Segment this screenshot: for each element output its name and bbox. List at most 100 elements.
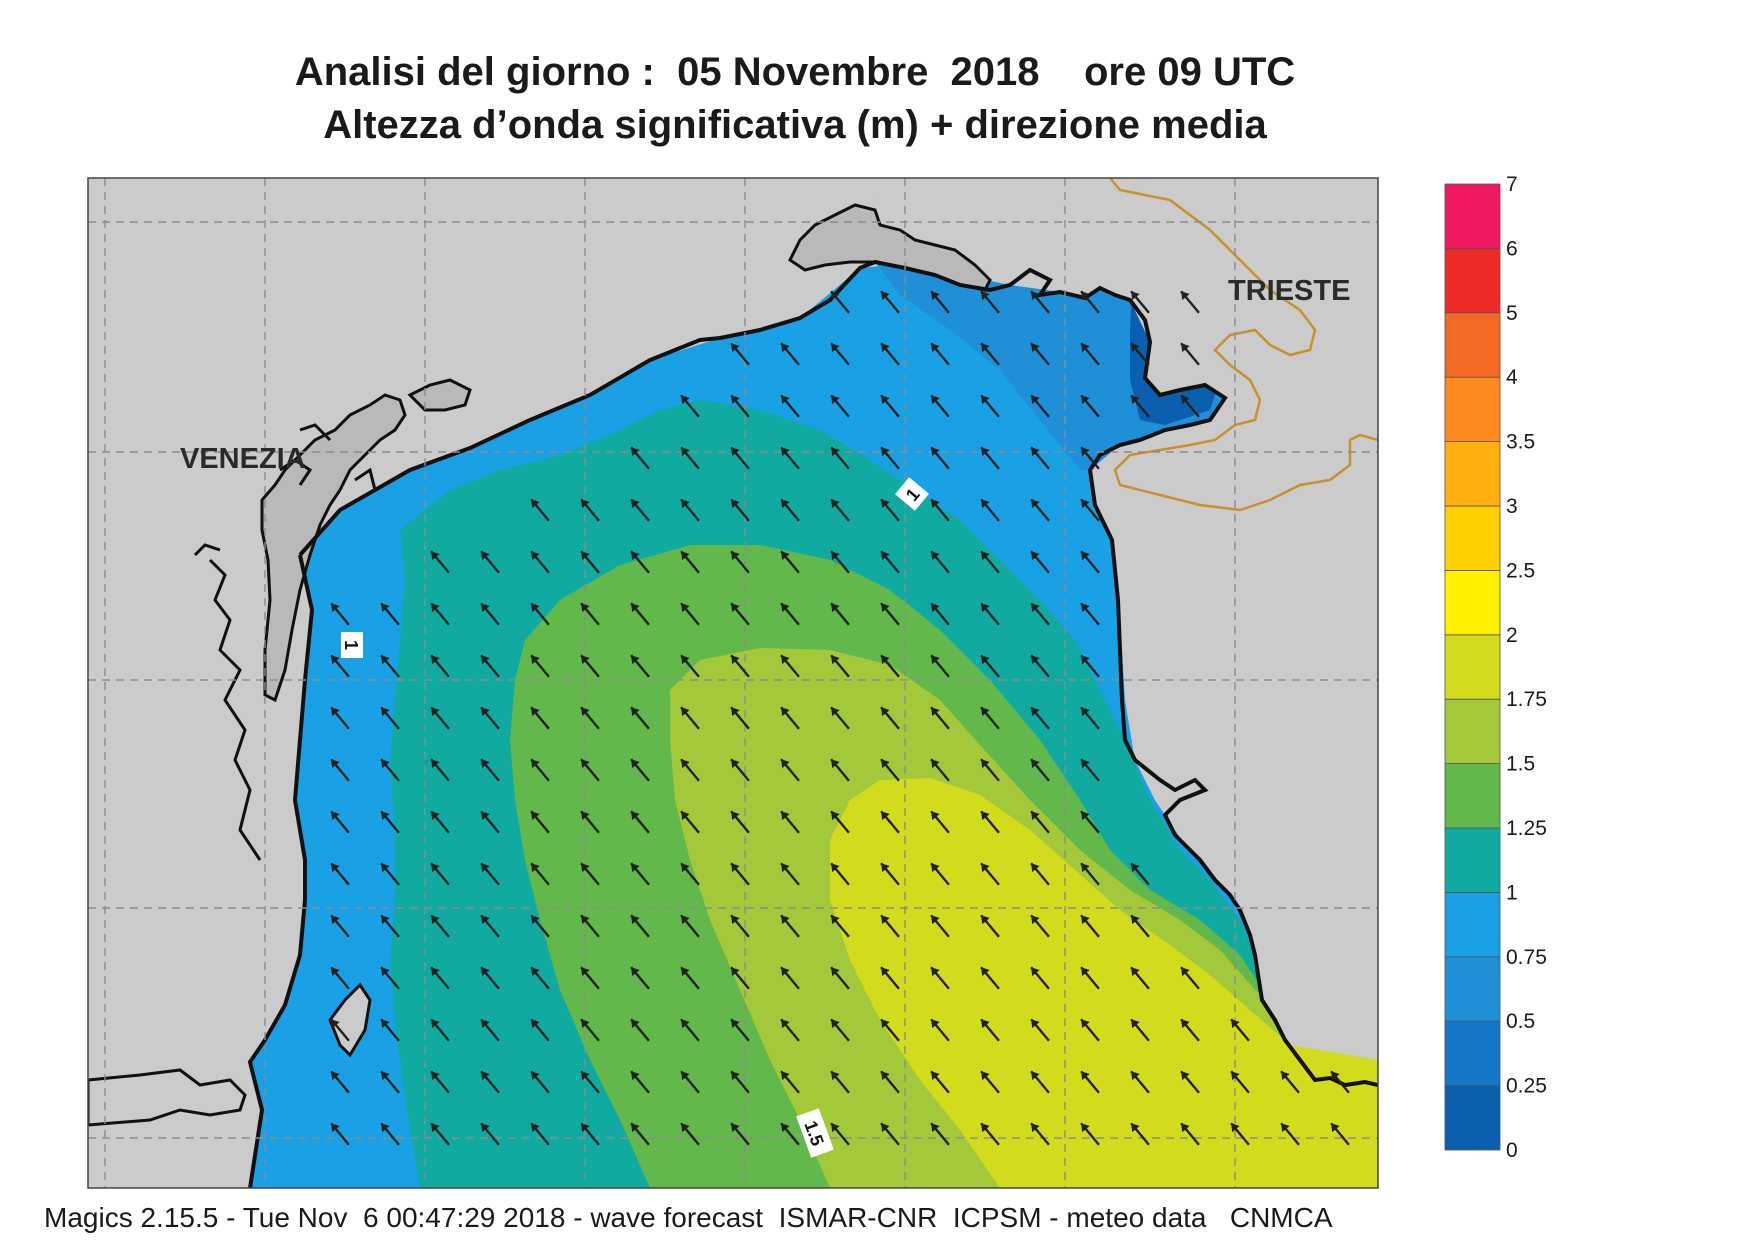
wave-arrow-head xyxy=(831,1123,840,1133)
wave-arrow-head xyxy=(331,759,340,769)
wave-arrow-head xyxy=(331,1071,340,1081)
wave-arrow-head xyxy=(931,811,940,821)
wave-arrow-head xyxy=(681,447,690,457)
wave-arrow-head xyxy=(531,967,540,977)
wave-arrow-head xyxy=(581,655,590,665)
wave-arrow-head xyxy=(1131,915,1140,925)
wave-arrow-head xyxy=(431,1019,440,1029)
wave-arrow-head xyxy=(1181,967,1190,977)
wave-arrow-head xyxy=(881,1019,890,1029)
wave-arrow-head xyxy=(681,1071,690,1081)
wave-arrow-head xyxy=(831,1071,840,1081)
colorbar-swatch xyxy=(1444,956,1501,1022)
wave-arrow-head xyxy=(681,811,690,821)
wave-arrow-head xyxy=(431,1123,440,1133)
lagoon-island-4 xyxy=(193,423,377,557)
wave-arrow-head xyxy=(631,447,640,457)
wave-arrow-head xyxy=(781,863,790,873)
wave-arrow-head xyxy=(431,915,440,925)
wave-arrow-head xyxy=(581,759,590,769)
wave-arrow-head xyxy=(581,811,590,821)
colorbar-tick-label: 4 xyxy=(1506,366,1518,389)
wave-arrow-head xyxy=(981,447,990,457)
colorbar-swatch xyxy=(1444,183,1501,249)
wave-arrow-head xyxy=(831,551,840,561)
wave-direction-arrows xyxy=(330,290,1350,1146)
city-label-venezia: VENEZIA xyxy=(180,443,306,475)
colorbar-swatch xyxy=(1444,634,1501,700)
wave-arrow-head xyxy=(531,811,540,821)
wave-arrow-head xyxy=(581,1019,590,1029)
wave-arrow-head xyxy=(481,759,490,769)
wave-arrow-head xyxy=(681,967,690,977)
wave-arrow-head xyxy=(881,1071,890,1081)
wave-arrow-head xyxy=(831,291,840,301)
land-southwest xyxy=(88,1068,247,1127)
wave-arrow-head xyxy=(1031,967,1040,977)
wave-arrow-head xyxy=(431,863,440,873)
wave-arrow-head xyxy=(481,1071,490,1081)
colorbar-tick-label: 0.5 xyxy=(1506,1010,1535,1033)
colorbar-swatch xyxy=(1444,312,1501,378)
wave-arrow-head xyxy=(881,655,890,665)
colorbar-swatch xyxy=(1444,1085,1501,1151)
wave-arrow-head xyxy=(981,1071,990,1081)
wave-arrow-head xyxy=(781,915,790,925)
wave-arrow-head xyxy=(831,863,840,873)
wave-arrow-head xyxy=(981,395,990,405)
wave-arrow-head xyxy=(1131,343,1140,353)
city-label-trieste: TRIESTE xyxy=(1228,275,1350,307)
colorbar-swatch xyxy=(1444,1020,1501,1087)
wave-arrow-head xyxy=(1131,395,1140,405)
wave-arrow-head xyxy=(1081,967,1090,977)
wave-arrow-head xyxy=(1031,1123,1040,1133)
wave-arrow-head xyxy=(1131,1019,1140,1029)
wave-arrow-head xyxy=(331,1019,340,1029)
wave-arrow-head xyxy=(681,655,690,665)
wave-arrow-head xyxy=(981,1019,990,1029)
wave-arrow-head xyxy=(931,1019,940,1029)
wave-arrow-head xyxy=(1081,811,1090,821)
wave-arrow-head xyxy=(781,759,790,769)
wave-arrow-head xyxy=(1081,603,1090,613)
wave-arrow-head xyxy=(781,551,790,561)
wave-arrow-head xyxy=(1031,343,1040,353)
wave-arrow-head xyxy=(931,915,940,925)
wave-arrow-head xyxy=(1031,603,1040,613)
wave-arrow-head xyxy=(381,759,390,769)
wave-arrow-head xyxy=(681,1019,690,1029)
wave-band-1.75 xyxy=(830,778,1378,1188)
wave-arrow-head xyxy=(631,1123,640,1133)
wave-arrow-head xyxy=(581,551,590,561)
wave-arrow-head xyxy=(931,291,940,301)
wave-arrow-head xyxy=(481,603,490,613)
wave-arrow-head xyxy=(631,759,640,769)
wave-arrow-head xyxy=(581,499,590,509)
wave-arrow-head xyxy=(881,707,890,717)
wave-arrow-head xyxy=(1131,291,1140,301)
colorbar-swatch xyxy=(1444,827,1501,893)
wave-arrow-head xyxy=(1081,499,1090,509)
wave-arrow-head xyxy=(1131,1123,1140,1133)
wave-arrow-head xyxy=(1331,1123,1340,1133)
wave-arrow-head xyxy=(781,655,790,665)
colorbar-swatch xyxy=(1444,505,1501,571)
wave-arrow-head xyxy=(581,915,590,925)
wave-arrow-head xyxy=(1281,1123,1290,1133)
colorbar-swatch xyxy=(1444,763,1501,829)
wave-arrow-head xyxy=(981,551,990,561)
wave-arrow-head xyxy=(981,759,990,769)
svg-text:1: 1 xyxy=(341,640,361,650)
colorbar-swatch xyxy=(1444,570,1501,636)
wave-arrow-head xyxy=(1031,551,1040,561)
wave-arrow-head xyxy=(731,707,740,717)
wave-arrow-head xyxy=(1031,707,1040,717)
wave-arrow-head xyxy=(331,1123,340,1133)
wave-arrow-head xyxy=(1031,1071,1040,1081)
wave-arrow-head xyxy=(631,551,640,561)
wave-arrow-head xyxy=(1081,343,1090,353)
wave-arrow-head xyxy=(881,291,890,301)
wave-arrow-head xyxy=(631,499,640,509)
wave-arrow-head xyxy=(531,863,540,873)
wave-arrow-head xyxy=(631,967,640,977)
